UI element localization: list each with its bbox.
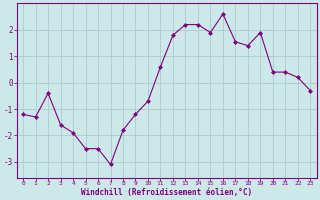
X-axis label: Windchill (Refroidissement éolien,°C): Windchill (Refroidissement éolien,°C)	[81, 188, 252, 197]
